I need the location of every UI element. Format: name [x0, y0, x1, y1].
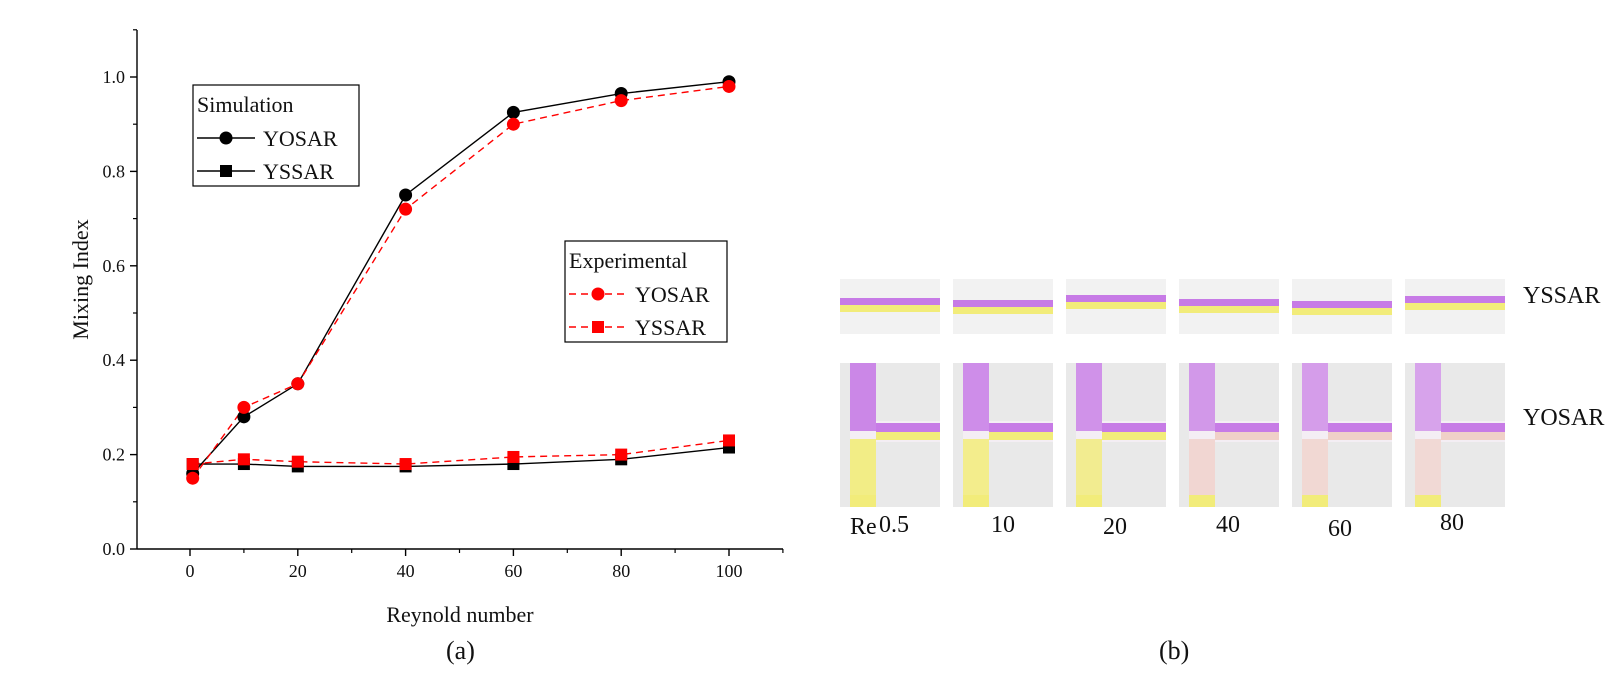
point-experimental-yssar: [507, 450, 520, 463]
point-experimental-yosar: [722, 79, 736, 93]
re-value-label: 40: [1216, 512, 1240, 538]
y-axis-label: Mixing Index: [68, 219, 93, 339]
point-experimental-yosar: [237, 400, 251, 414]
point-experimental-yosar: [291, 377, 305, 391]
series-line-experimental-yssar: [192, 439, 730, 465]
re-value-label: 60: [1328, 516, 1352, 542]
re-value-label: 10: [991, 512, 1015, 538]
point-experimental-yssar: [399, 458, 412, 471]
y-tick-label: 0.4: [103, 350, 126, 370]
row-label-yssar: YSSAR: [1523, 283, 1601, 309]
x-tick-label: 100: [716, 561, 743, 581]
legend-experimental-entry: YSSAR: [635, 315, 706, 340]
point-experimental-yssar: [291, 455, 304, 468]
x-tick-label: 20: [289, 561, 307, 581]
yosar-thumbnail: [953, 363, 1053, 507]
y-tick-label: 0.2: [103, 445, 126, 465]
yssar-thumbnail: [840, 279, 940, 334]
point-experimental-yosar: [506, 117, 520, 131]
yssar-thumbnail: [1179, 279, 1279, 334]
yosar-thumbnail: [1292, 363, 1392, 507]
y-tick-label: 0.6: [103, 256, 126, 276]
legend-simulation-entry: YOSAR: [263, 126, 338, 151]
point-simulation-yosar: [506, 105, 520, 119]
yssar-thumbnail: [1066, 279, 1166, 334]
yssar-thumbnail: [953, 279, 1053, 334]
legend-experimental-swatch-marker: [592, 321, 604, 333]
x-tick-label: 60: [504, 561, 522, 581]
yosar-thumbnail: [1405, 363, 1505, 507]
panel-b-caption: (b): [1159, 636, 1190, 665]
legend-experimental-swatch-marker: [591, 287, 605, 301]
x-tick-label: 40: [397, 561, 415, 581]
point-experimental-yssar: [186, 458, 199, 471]
legend-simulation-swatch-marker: [220, 165, 232, 177]
yssar-thumbnail: [1292, 279, 1392, 334]
x-tick-label: 0: [186, 561, 195, 581]
yosar-thumbnail: [1179, 363, 1279, 507]
y-tick-label: 0.0: [103, 539, 126, 559]
x-axis-label: Reynold number: [386, 602, 534, 627]
y-tick-label: 0.8: [103, 161, 126, 181]
point-experimental-yssar: [615, 448, 628, 461]
legend-experimental-entry: YOSAR: [635, 282, 710, 307]
re-value-label: 80: [1440, 510, 1464, 536]
yosar-thumbnail: [1066, 363, 1166, 507]
point-simulation-yosar: [237, 410, 251, 424]
point-experimental-yosar: [614, 94, 628, 108]
legend-simulation-title: Simulation: [197, 92, 294, 117]
legend-experimental-title: Experimental: [569, 248, 688, 273]
x-tick-label: 80: [612, 561, 630, 581]
legend-simulation-swatch-marker: [219, 131, 233, 145]
point-experimental-yosar: [399, 202, 413, 216]
point-experimental-yssar: [723, 434, 735, 447]
re-value-label: 0.5: [879, 512, 909, 538]
point-experimental-yssar: [237, 453, 250, 466]
point-simulation-yosar: [399, 188, 413, 202]
re-label: Re: [850, 514, 877, 540]
point-experimental-yosar: [186, 471, 200, 485]
re-value-label: 20: [1103, 514, 1127, 540]
row-label-yosar: YOSAR: [1523, 405, 1605, 431]
yosar-thumbnail: [840, 363, 940, 507]
panel-a-caption: (a): [446, 636, 475, 665]
legend-simulation-entry: YSSAR: [263, 159, 334, 184]
yssar-thumbnail: [1405, 279, 1505, 334]
y-tick-label: 1.0: [103, 67, 126, 87]
